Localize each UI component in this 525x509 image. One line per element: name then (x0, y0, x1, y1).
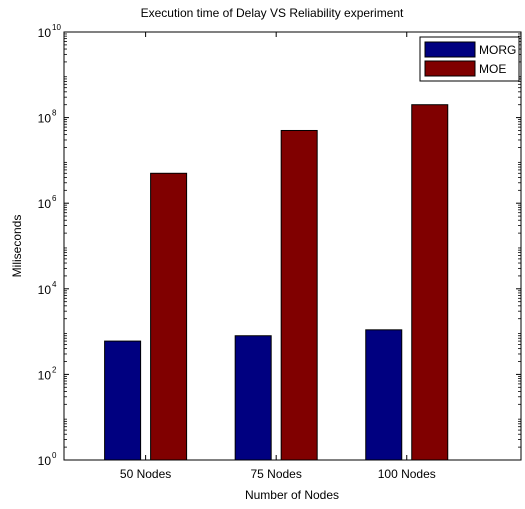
chart-title: Execution time of Delay VS Reliability e… (141, 6, 404, 20)
legend-swatch-moe (424, 60, 476, 77)
y-tick-label: 10 (38, 283, 52, 297)
legend-swatch-morg (424, 41, 476, 58)
legend-label-morg: MORG (479, 43, 516, 57)
bar-group (104, 104, 449, 461)
bar-moe-2 (280, 129, 318, 461)
x-axis-label: Number of Nodes (245, 488, 339, 502)
y-tick-exponent: 10 (52, 23, 61, 32)
bar-morg-2 (234, 335, 272, 461)
y-tick-exponent: 0 (52, 451, 57, 460)
y-tick-label: 10 (38, 26, 52, 40)
y-tick-label: 10 (38, 454, 52, 468)
x-axis: 50 Nodes 75 Nodes 100 Nodes (120, 32, 436, 481)
bar-moe-3 (411, 104, 449, 461)
y-axis-label: Miliseconds (10, 215, 24, 278)
y-tick-exponent: 8 (52, 109, 57, 118)
bar-morg-3 (365, 329, 403, 461)
y-tick-exponent: 2 (52, 365, 57, 374)
x-tick-label: 75 Nodes (250, 467, 301, 481)
y-tick-exponent: 4 (52, 280, 57, 289)
y-tick-label: 10 (38, 368, 52, 382)
x-tick-label: 50 Nodes (120, 467, 171, 481)
x-tick-label: 100 Nodes (378, 467, 436, 481)
y-tick-label: 10 (38, 112, 52, 126)
bar-morg-1 (104, 340, 142, 461)
y-tick-label: 10 (38, 197, 52, 211)
legend: MORG MOE (419, 36, 520, 82)
legend-label-moe: MOE (479, 62, 506, 76)
y-tick-exponent: 6 (52, 194, 57, 203)
bar-moe-1 (150, 172, 188, 461)
